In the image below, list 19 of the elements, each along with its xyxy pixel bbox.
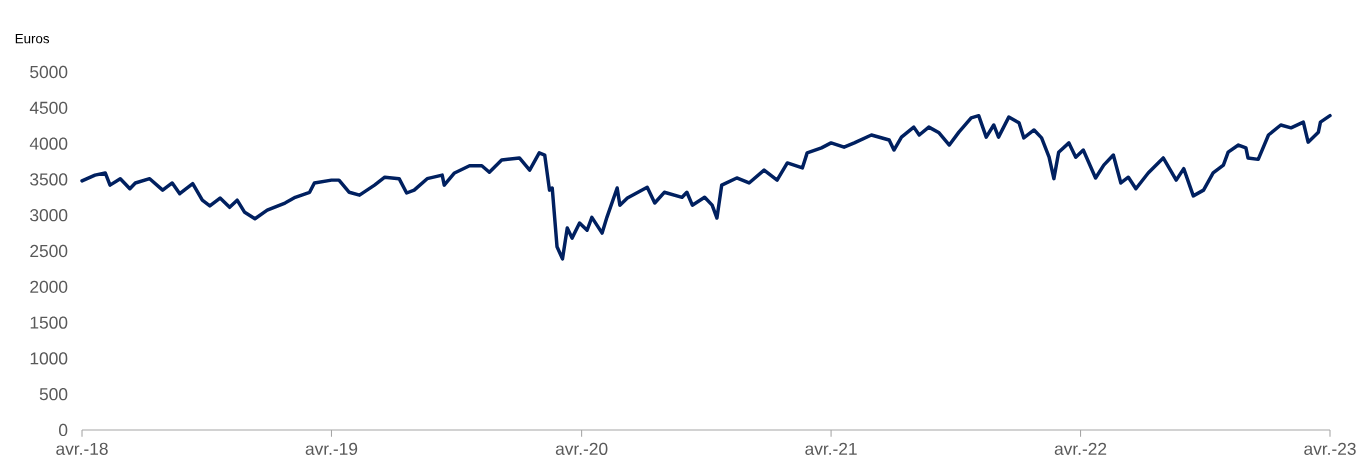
y-tick-label: 4000 bbox=[29, 137, 68, 150]
x-tick-label: avr.-23 bbox=[1304, 442, 1356, 455]
x-tick-label: avr.-19 bbox=[305, 442, 358, 455]
y-tick-label: 1500 bbox=[30, 316, 68, 329]
y-tick-label: 3000 bbox=[30, 209, 68, 222]
x-tick-label: avr.-22 bbox=[1054, 442, 1107, 455]
y-tick-label: 5000 bbox=[30, 65, 68, 79]
y-axis-title: Euros bbox=[15, 33, 50, 44]
y-tick-label: 2000 bbox=[30, 280, 68, 293]
x-tick-label: avr.-18 bbox=[56, 442, 108, 455]
y-tick-label: 2500 bbox=[30, 244, 68, 258]
line-series bbox=[80, 113, 1332, 261]
y-tick-label: 0 bbox=[59, 423, 68, 437]
y-tick-label: 4500 bbox=[29, 101, 68, 114]
y-tick-label: 1000 bbox=[30, 352, 68, 365]
y-tick-label: 500 bbox=[39, 388, 68, 401]
x-tick-label: avr.-20 bbox=[555, 442, 608, 455]
x-tick-label: avr.-21 bbox=[805, 442, 857, 455]
y-tick-label: 3500 bbox=[30, 173, 68, 186]
